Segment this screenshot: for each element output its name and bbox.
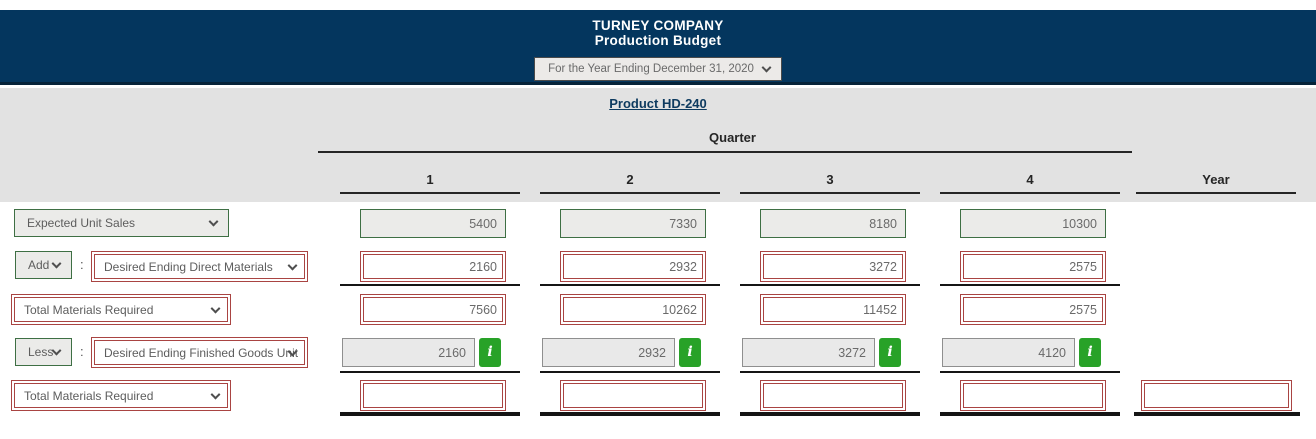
row3-q3-field[interactable] [760,294,906,325]
row4-q1-field [342,338,475,367]
row1-q1-field [360,209,506,238]
row4-label-select-value: Desired Ending Finished Goods Unit [104,345,299,360]
subtotal-rule [740,371,920,373]
row2-q3-field[interactable] [760,251,906,282]
row2-q2-field[interactable] [560,251,706,282]
col-header-q1: 1 [340,172,520,194]
total-rule [1134,412,1300,416]
info-icon[interactable]: i [1079,338,1101,367]
company-name: TURNEY COMPANY [592,18,724,33]
col-header-q3: 3 [740,172,920,194]
row2-label-select-value: Desired Ending Direct Materials [104,259,273,274]
total-rule [340,412,520,416]
row5-year-field[interactable] [1141,380,1292,411]
row1-q4-field [960,209,1106,238]
row4-prefix-select-value: Less [28,345,54,359]
col-header-year: Year [1136,172,1296,194]
col-header-q4: 4 [940,172,1120,194]
info-icon[interactable]: i [479,338,501,367]
quarter-underline [318,151,1132,153]
row1-label-select[interactable]: Expected Unit Sales [14,209,229,237]
period-dropdown-value: For the Year Ending December 31, 2020 [548,63,754,75]
row4-colon: : [80,344,84,359]
table-header-band: Product HD-240 Quarter 1 2 3 4 Year [0,88,1316,202]
row3-label-select[interactable]: Total Materials Required [11,294,231,325]
row1-q2-field [560,209,706,238]
row2-prefix-select[interactable]: Add [15,251,72,279]
row3-q4-field[interactable] [960,294,1106,325]
product-title: Product HD-240 [609,96,707,111]
row3-q1-field[interactable] [360,294,506,325]
row5-q2-field[interactable] [560,380,706,411]
quarter-label: Quarter [709,130,756,145]
subtotal-rule [940,284,1120,286]
subtotal-rule [540,371,720,373]
row3-label-select-value: Total Materials Required [24,302,154,317]
row4-q3-field [742,338,875,367]
row4-label-select[interactable]: Desired Ending Finished Goods Unit [91,337,308,368]
col-header-q2: 2 [540,172,720,194]
row2-prefix-select-value: Add [28,258,50,272]
total-rule [940,412,1120,416]
row4-prefix-select[interactable]: Less [15,338,72,366]
row1-q3-field [760,209,906,238]
row5-q1-field[interactable] [360,380,506,411]
report-header: TURNEY COMPANY Production Budget For the… [0,10,1316,85]
subtotal-rule [740,284,920,286]
info-icon[interactable]: i [679,338,701,367]
row5-q3-field[interactable] [760,380,906,411]
subtotal-rule [540,284,720,286]
row4-q2-field [542,338,675,367]
subtotal-rule [940,371,1120,373]
report-title: Production Budget [594,33,722,48]
row3-q2-field[interactable] [560,294,706,325]
period-dropdown[interactable]: For the Year Ending December 31, 2020 [534,57,782,81]
chevron-down-icon [210,303,221,314]
info-icon[interactable]: i [879,338,901,367]
row2-q4-field[interactable] [960,251,1106,282]
row5-label-select-value: Total Materials Required [24,388,154,403]
row5-q4-field[interactable] [960,380,1106,411]
product-title-row: Product HD-240 [0,95,1316,113]
total-rule [540,412,720,416]
chevron-down-icon [210,389,221,400]
chevron-down-icon [51,258,62,269]
chevron-down-icon [208,216,219,227]
row4-q4-field [942,338,1075,367]
row2-q1-field[interactable] [360,251,506,282]
subtotal-rule [340,371,520,373]
chevron-down-icon [287,260,298,271]
row1-label-select-value: Expected Unit Sales [27,216,136,230]
row2-label-select[interactable]: Desired Ending Direct Materials [91,251,308,282]
row5-label-select[interactable]: Total Materials Required [11,380,231,411]
total-rule [740,412,920,416]
subtotal-rule [340,284,520,286]
row2-colon: : [80,257,84,272]
